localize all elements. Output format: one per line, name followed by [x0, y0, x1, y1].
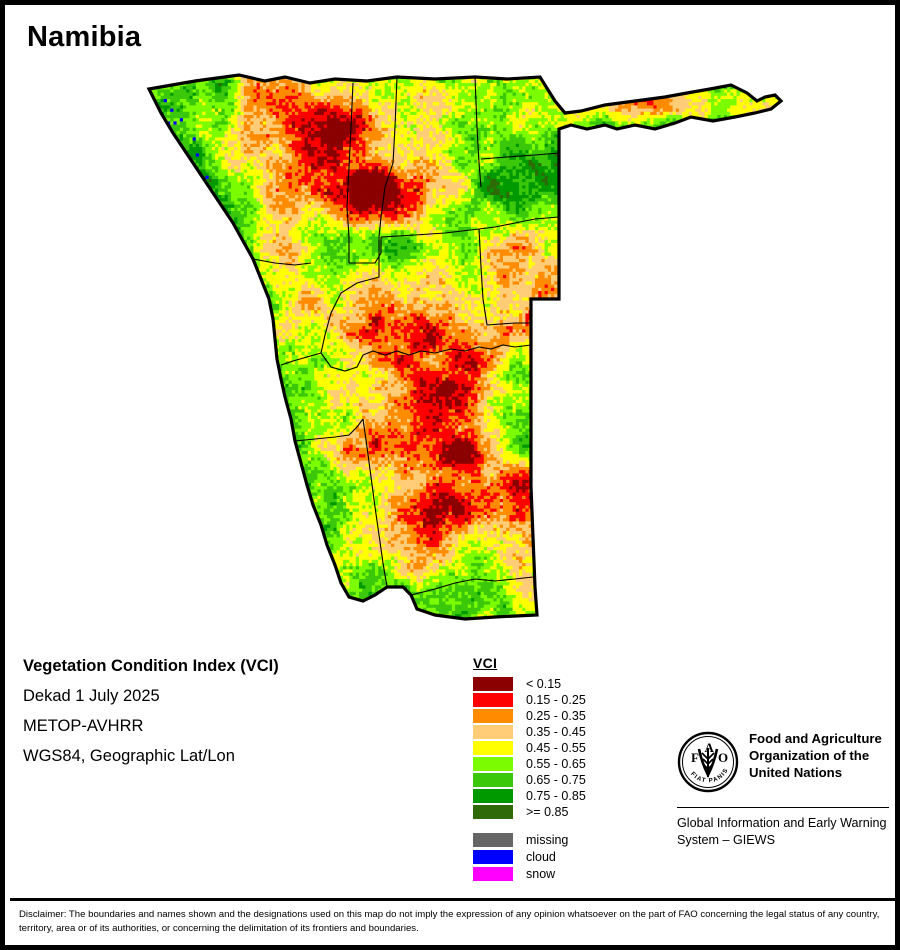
legend-row: cloud	[473, 848, 586, 865]
map-page: Namibia	[0, 0, 900, 950]
legend-row: snow	[473, 865, 586, 882]
legend-swatch	[473, 805, 513, 819]
legend-swatch	[473, 833, 513, 847]
map-info-block: Vegetation Condition Index (VCI) Dekad 1…	[23, 657, 279, 777]
vci-raster	[135, 67, 785, 627]
fao-system-name: Global Information and Early Warning Sys…	[677, 815, 889, 849]
legend-label: >= 0.85	[526, 805, 568, 819]
legend-row: 0.45 - 0.55	[473, 740, 586, 756]
legend-row: < 0.15	[473, 676, 586, 692]
legend-row: 0.15 - 0.25	[473, 692, 586, 708]
info-sensor: METOP-AVHRR	[23, 717, 279, 736]
fao-organization-name: Food and Agriculture Organization of the…	[749, 731, 889, 782]
legend-label: 0.45 - 0.55	[526, 741, 586, 755]
legend-label: 0.75 - 0.85	[526, 789, 586, 803]
legend-swatch	[473, 850, 513, 864]
legend-row: 0.55 - 0.65	[473, 756, 586, 772]
vci-legend: VCI < 0.15 0.15 - 0.25 0.25 - 0.35 0.35 - 0…	[473, 655, 586, 882]
page-title: Namibia	[27, 21, 141, 54]
legend-special-list: missing cloud snow	[473, 831, 586, 882]
legend-swatch	[473, 789, 513, 803]
vci-map-figure	[135, 67, 785, 627]
legend-row: 0.65 - 0.75	[473, 772, 586, 788]
info-index-name: Vegetation Condition Index (VCI)	[23, 657, 279, 676]
legend-swatch	[473, 741, 513, 755]
disclaimer-divider	[10, 898, 900, 901]
legend-swatch	[473, 709, 513, 723]
legend-title: VCI	[473, 655, 586, 671]
legend-row: 0.25 - 0.35	[473, 708, 586, 724]
legend-swatch	[473, 773, 513, 787]
legend-label: 0.35 - 0.45	[526, 725, 586, 739]
legend-row: 0.35 - 0.45	[473, 724, 586, 740]
legend-swatch	[473, 867, 513, 881]
fao-divider	[677, 807, 889, 808]
legend-label: missing	[526, 833, 568, 847]
legend-label: 0.25 - 0.35	[526, 709, 586, 723]
legend-swatch	[473, 757, 513, 771]
legend-swatch	[473, 677, 513, 691]
namibia-map-svg	[135, 67, 785, 627]
fao-logo-icon: F A O FIAT PANIS	[677, 731, 739, 798]
legend-row: >= 0.85	[473, 804, 586, 820]
legend-label: snow	[526, 867, 555, 881]
legend-row: missing	[473, 831, 586, 848]
legend-label: < 0.15	[526, 677, 561, 691]
legend-label: 0.15 - 0.25	[526, 693, 586, 707]
legend-label: cloud	[526, 850, 556, 864]
legend-label: 0.55 - 0.65	[526, 757, 586, 771]
legend-row: 0.75 - 0.85	[473, 788, 586, 804]
info-period: Dekad 1 July 2025	[23, 687, 279, 706]
legend-class-list: < 0.15 0.15 - 0.25 0.25 - 0.35 0.35 - 0.45 0…	[473, 676, 586, 820]
legend-swatch	[473, 725, 513, 739]
legend-label: 0.65 - 0.75	[526, 773, 586, 787]
info-projection: WGS84, Geographic Lat/Lon	[23, 747, 279, 766]
fao-branding-block: F A O FIAT PANIS Food and Agriculture Or…	[677, 731, 889, 849]
legend-swatch	[473, 693, 513, 707]
disclaimer-text: Disclaimer: The boundaries and names sho…	[19, 908, 889, 937]
